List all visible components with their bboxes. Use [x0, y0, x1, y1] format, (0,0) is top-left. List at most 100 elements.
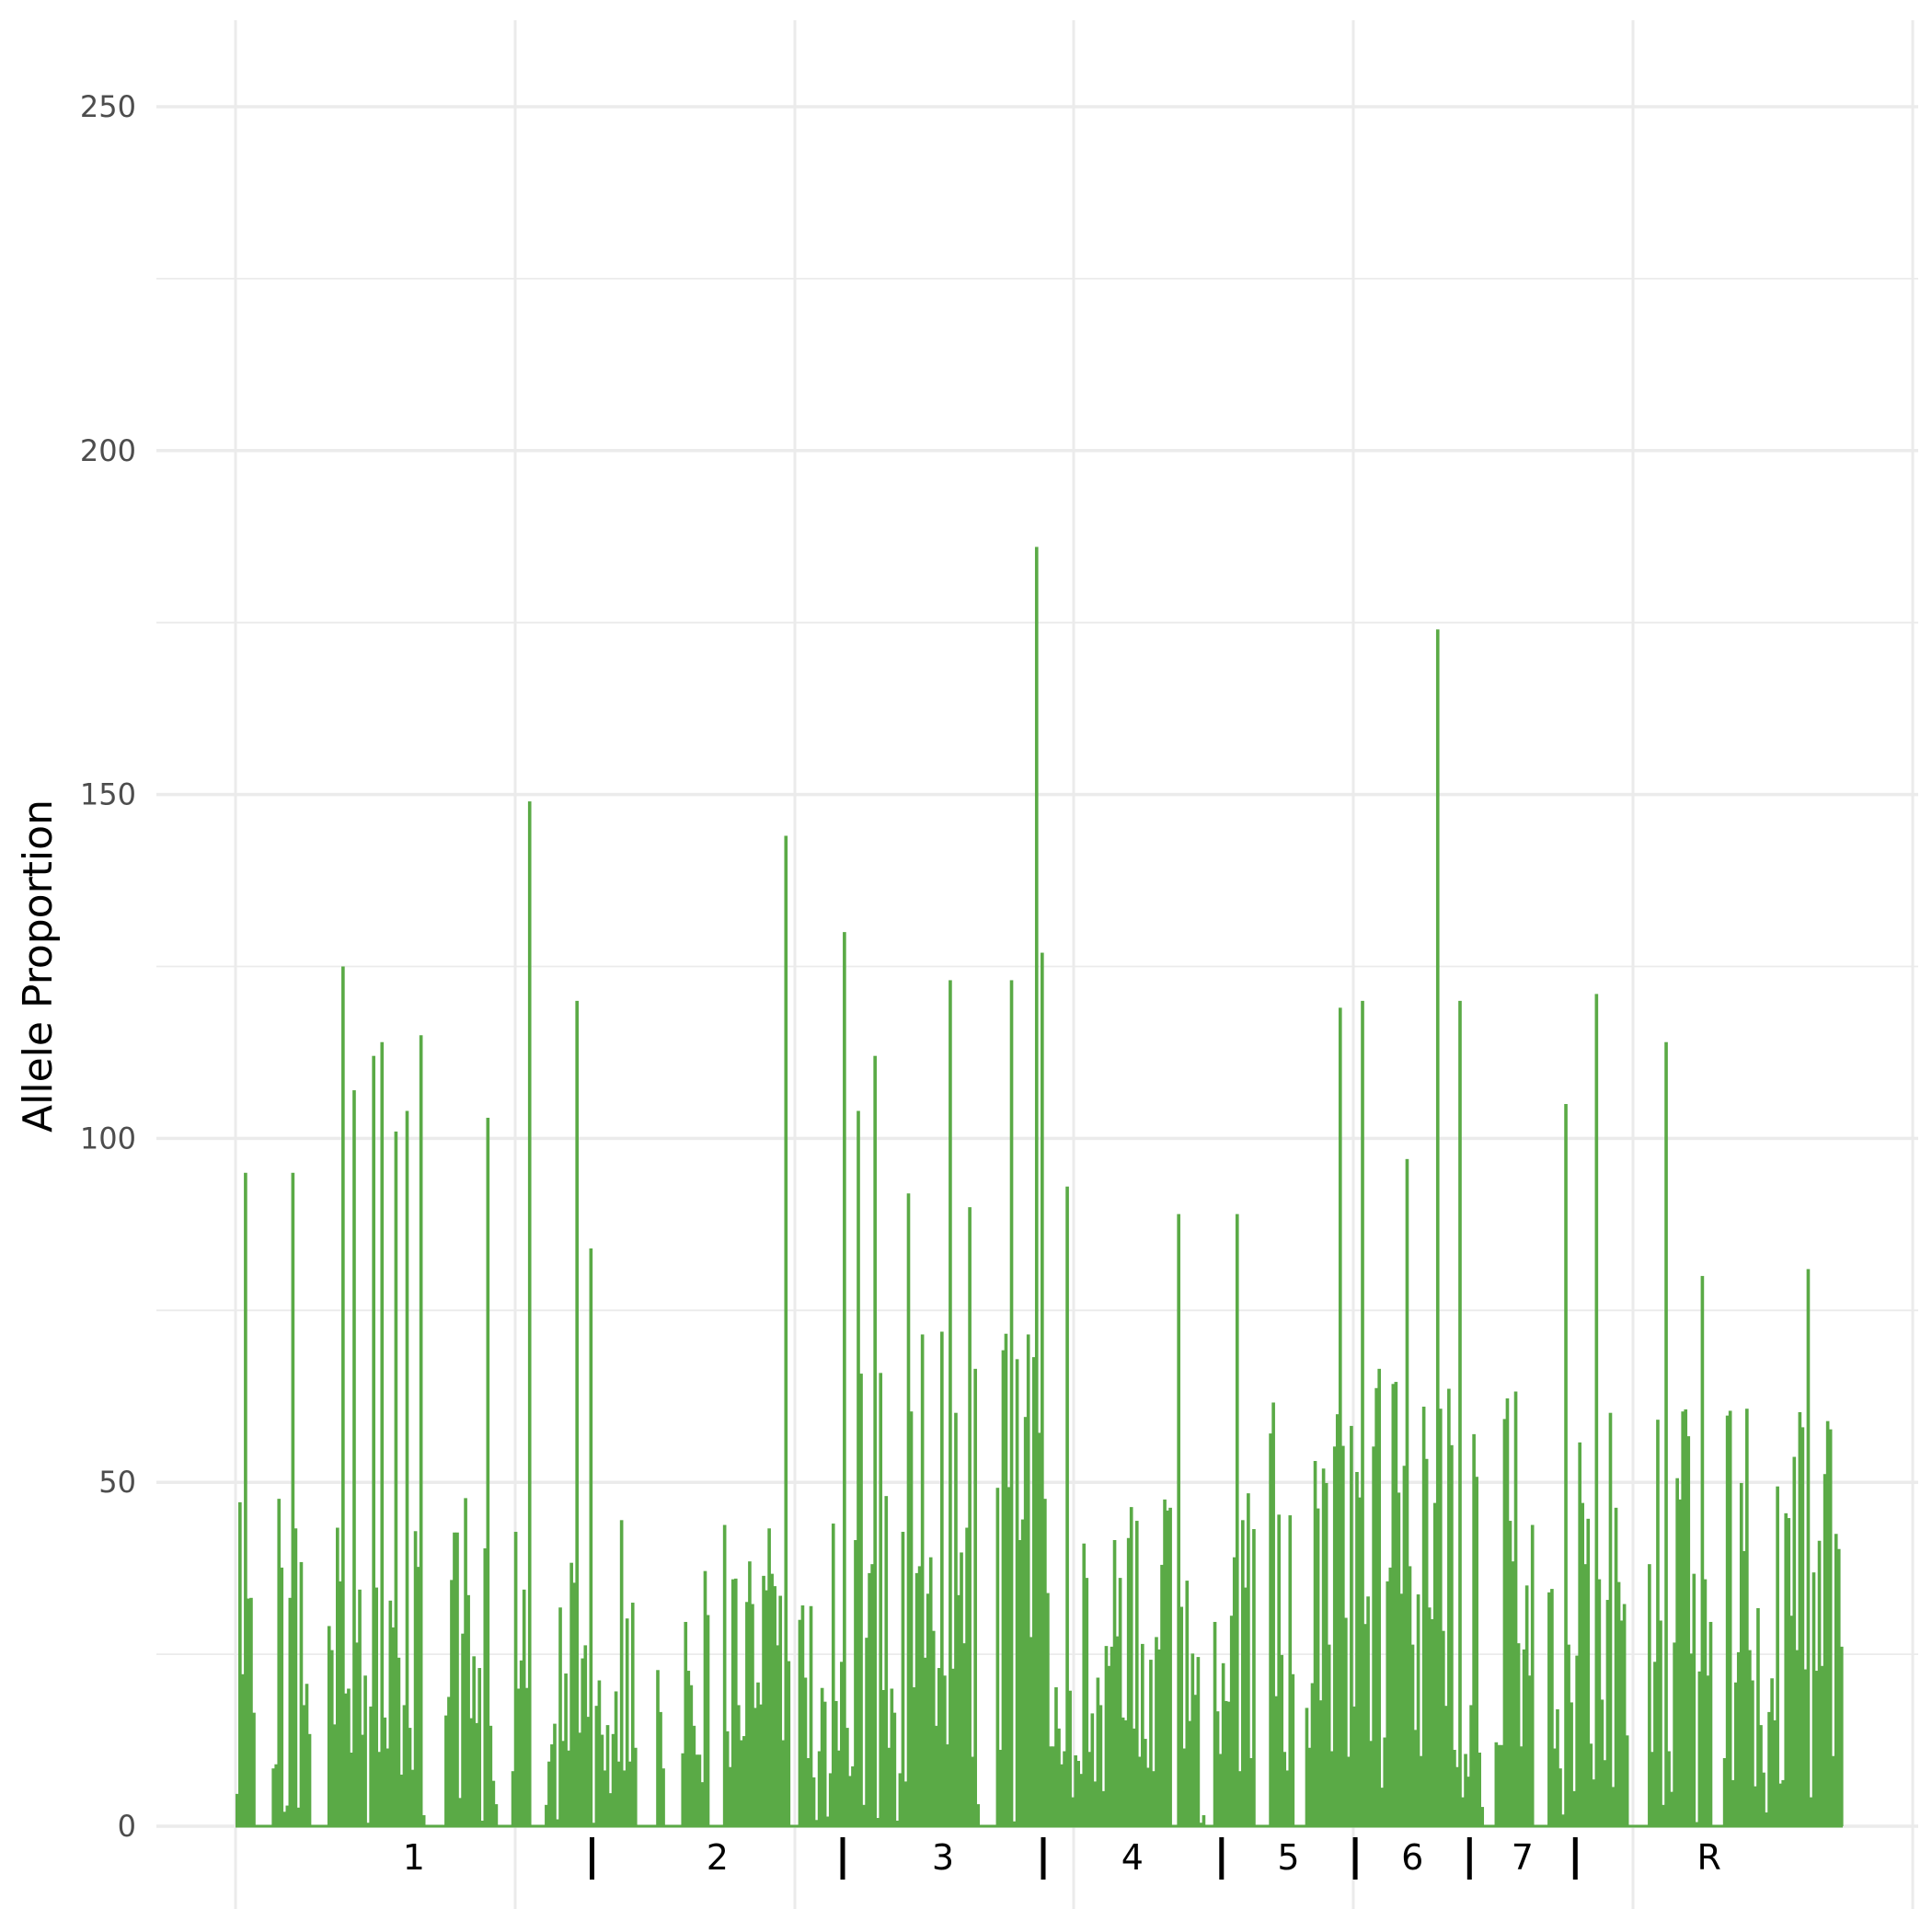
bar-435 [1447, 1388, 1451, 1826]
bar-509 [1653, 1662, 1657, 1826]
bar-131 [600, 1734, 604, 1826]
bar-175 [722, 1524, 727, 1826]
bar-314 [1110, 1646, 1114, 1826]
bar-561 [1798, 1411, 1802, 1826]
bar-197 [784, 835, 788, 1827]
bar-230 [876, 1818, 880, 1826]
bar-313 [1107, 1665, 1111, 1826]
y-tick-label-250: 250 [80, 89, 136, 124]
bar-311 [1101, 1790, 1106, 1826]
bar-417 [1397, 1492, 1401, 1826]
bar-178 [730, 1579, 735, 1826]
bar-432 [1438, 1409, 1443, 1826]
bar-452 [1494, 1742, 1499, 1826]
bar-547 [1759, 1725, 1763, 1826]
bar-354 [1221, 1662, 1225, 1826]
bar-275 [1001, 1350, 1006, 1826]
bar-446 [1478, 1753, 1481, 1826]
bar-565 [1809, 1797, 1813, 1826]
bar-489 [1597, 1579, 1602, 1826]
x-axis-segments: 1 2 3 4 5 6 7 R [403, 1837, 1721, 1880]
bar-221 [851, 1765, 855, 1826]
bar-491 [1603, 1760, 1607, 1826]
bar-440 [1461, 1797, 1465, 1826]
bar-6 [252, 1712, 256, 1826]
bar-422 [1410, 1644, 1415, 1826]
bar-574 [1834, 1534, 1838, 1826]
segment-label-7: 7 [1512, 1837, 1534, 1878]
bar-258 [954, 1412, 958, 1826]
bar-558 [1789, 1616, 1794, 1826]
bar-237 [895, 1821, 900, 1826]
bar-35 [332, 1724, 337, 1826]
bar-438 [1455, 1766, 1459, 1826]
bar-294 [1054, 1686, 1058, 1826]
bar-542 [1745, 1409, 1749, 1826]
segment-label-3: 3 [932, 1837, 954, 1878]
bar-518 [1678, 1499, 1682, 1826]
bar-522 [1689, 1653, 1694, 1826]
y-axis-tick-labels: 0 50 100 150 200 250 [80, 89, 136, 1844]
bar-57 [394, 1131, 398, 1826]
bar-217 [840, 1662, 844, 1826]
bar-445 [1475, 1477, 1478, 1826]
bar-192 [770, 1573, 774, 1826]
bar-442 [1466, 1777, 1470, 1826]
bar-13 [271, 1768, 275, 1826]
segment-label-R: R [1696, 1837, 1720, 1878]
bar-290 [1043, 1499, 1047, 1826]
bar-404 [1361, 1000, 1364, 1826]
bar-186 [753, 1708, 757, 1826]
bar-259 [957, 1594, 960, 1826]
bar-508 [1650, 1752, 1654, 1826]
bar-168 [703, 1570, 707, 1826]
bar-364 [1249, 1757, 1253, 1826]
bar-248 [926, 1593, 930, 1826]
bar-410 [1377, 1368, 1381, 1826]
bar-567 [1814, 1671, 1819, 1826]
bar-233 [884, 1496, 889, 1826]
bar-196 [781, 1740, 786, 1826]
bar-379 [1291, 1673, 1295, 1826]
bar-385 [1307, 1747, 1312, 1826]
bar-63 [410, 1769, 415, 1826]
bar-120 [569, 1562, 573, 1826]
segment-label-4: 4 [1121, 1837, 1144, 1878]
bar-4 [247, 1598, 250, 1826]
bar-482 [1578, 1442, 1581, 1826]
bar-560 [1795, 1650, 1800, 1826]
bar-496 [1616, 1581, 1621, 1826]
bar-465 [1530, 1524, 1535, 1826]
bar-202 [798, 1619, 802, 1826]
bar-288 [1037, 1432, 1041, 1826]
bar-118 [564, 1673, 568, 1826]
bar-517 [1675, 1478, 1679, 1826]
bar-351 [1213, 1621, 1217, 1826]
bar-123 [578, 1732, 582, 1826]
bar-495 [1614, 1507, 1618, 1826]
bar-338 [1177, 1213, 1180, 1826]
bar-167 [700, 1782, 705, 1826]
bar-328 [1149, 1660, 1153, 1826]
bar-387 [1313, 1461, 1317, 1826]
bar-297 [1063, 1751, 1066, 1826]
bar-303 [1079, 1774, 1084, 1826]
bar-111 [545, 1804, 548, 1826]
bar-88 [480, 1821, 485, 1826]
bar-160 [681, 1753, 685, 1826]
bar-228 [870, 1564, 874, 1826]
bar-47 [366, 1823, 370, 1826]
bar-321 [1129, 1507, 1133, 1826]
bar-454 [1500, 1744, 1504, 1826]
bar-459 [1513, 1391, 1518, 1826]
bar-559 [1792, 1456, 1797, 1826]
bar-298 [1065, 1186, 1069, 1826]
bar-58 [397, 1657, 401, 1826]
bar-429 [1430, 1618, 1434, 1826]
bar-347 [1202, 1815, 1206, 1826]
bar-25 [305, 1684, 309, 1826]
bar-475 [1558, 1768, 1562, 1826]
bar-318 [1121, 1717, 1125, 1826]
bar-392 [1327, 1644, 1331, 1826]
